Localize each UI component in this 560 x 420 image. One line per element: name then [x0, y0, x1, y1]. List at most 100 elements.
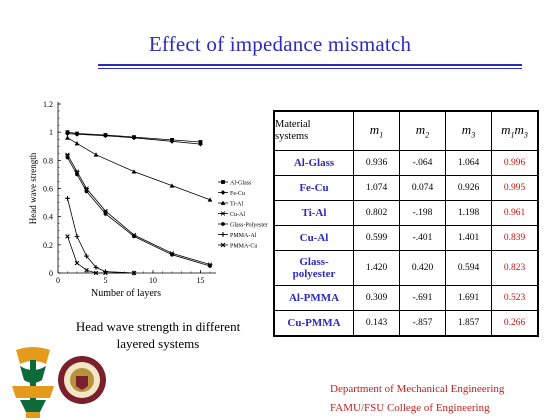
material-name: Glass-polyester [273, 250, 354, 286]
m1m3-value: 0.523 [491, 285, 539, 311]
m2-value: -.401 [399, 225, 446, 251]
legend-entry: Glass-Polyester [230, 223, 268, 229]
data-point [65, 195, 70, 201]
material-label: Fe-Cu [299, 182, 329, 194]
y-tick-label: 1.2 [43, 100, 53, 109]
table-row: Cu-Al 0.599 -.401 1.401 0.839 [273, 225, 539, 251]
material-name: Al-PMMA [273, 285, 354, 311]
header-m1-letter: m [369, 122, 380, 138]
m3-value: 0.926 [445, 175, 492, 201]
data-point [74, 233, 80, 239]
material-name: Cu-PMMA [273, 310, 354, 336]
y-tick-label: 0.4 [43, 213, 53, 222]
header-m3-letter: m [461, 122, 472, 138]
m1-value: 1.074 [353, 175, 400, 201]
legend-entry: Fe-Cu [230, 191, 245, 197]
series-line [67, 198, 135, 274]
data-point [65, 234, 70, 239]
data-point [169, 138, 175, 144]
data-point [65, 135, 70, 140]
header-m3-sub: 3 [471, 130, 476, 140]
data-point [74, 260, 80, 266]
x-tick-label: 5 [104, 276, 108, 285]
data-point [84, 253, 89, 259]
data-point [207, 197, 213, 202]
series-line [67, 154, 211, 265]
material-label: Al-PMMA [288, 292, 340, 304]
title-underline [98, 64, 522, 66]
table-row: Ti-Al 0.802 -.198 1.198 0.961 [273, 200, 539, 226]
material-label-line2: polyester [292, 268, 336, 280]
data-point [169, 183, 175, 188]
data-point [131, 270, 137, 276]
data-point [208, 264, 212, 268]
legend-entry: PMMA-Cu [230, 244, 257, 250]
m3-value: 1.064 [445, 150, 492, 176]
legend-entry: Al-Glass [230, 181, 252, 187]
y-tick-label: 0 [49, 269, 53, 278]
x-tick-label: 10 [149, 276, 157, 285]
slide-title: Effect of impedance mismatch [148, 32, 412, 56]
y-tick-label: 0.6 [43, 185, 53, 194]
footer-department: Department of Mechanical Engineering [330, 383, 505, 395]
m3-value: 1.857 [445, 310, 492, 336]
material-label: Cu-PMMA [287, 316, 341, 329]
material-label: Al-Glass [293, 157, 335, 169]
data-point [103, 133, 108, 139]
table-row: Al-PMMA 0.309 -.691 1.691 0.523 [273, 285, 539, 311]
m2-value: 0.074 [399, 175, 446, 201]
data-point [131, 169, 137, 174]
series-line [67, 137, 211, 201]
data-point [93, 264, 99, 270]
head-wave-chart: 0 0.2 0.4 0.6 0.8 1 1.2 0 5 10 15 Number of layers H… [28, 100, 268, 299]
x-tick-label: 0 [56, 276, 60, 285]
table-row: Al-Glass 0.936 -.064 1.064 0.996 [273, 150, 539, 176]
header-m1m3-sub1: 1 [510, 130, 515, 140]
header-m1m3-letter1: m [501, 122, 511, 138]
header-material-systems: Material systems [273, 110, 354, 151]
m1m3-value: 0.823 [491, 250, 539, 286]
header-m1-sub: 1 [379, 130, 384, 140]
header-m3: m3 [445, 110, 492, 151]
y-tick-label: 1 [49, 128, 53, 137]
legend-entry: PMMA-Al [230, 233, 257, 239]
caption-line-1: Head wave strength in different [75, 319, 241, 334]
chart-caption: Head wave strength in different layered … [40, 318, 276, 352]
m1m3-value: 0.266 [491, 310, 539, 336]
data-point [65, 152, 70, 157]
data-point [74, 141, 80, 146]
famu-rattler-logo [12, 347, 54, 418]
data-point [131, 135, 137, 141]
data-point [132, 234, 136, 239]
data-point [170, 252, 174, 257]
header-m1m3: m1m3 [491, 110, 539, 151]
table-row: Fe-Cu 1.074 0.074 0.926 0.995 [273, 175, 539, 201]
data-point [84, 189, 89, 194]
header-m2-sub: 2 [425, 130, 430, 140]
header-material-line2: systems [275, 131, 309, 142]
material-name: Fe-Cu [273, 175, 354, 201]
header-m1m3-sub2: 3 [523, 130, 528, 140]
data-point [198, 141, 203, 147]
m3-value: 0.594 [445, 250, 492, 286]
material-properties-table: Material systems m1 m2 m3 m1m3 Al-Glass … [273, 110, 539, 337]
data-point [220, 200, 226, 205]
m1-value: 0.143 [353, 310, 400, 336]
m3-value: 1.198 [445, 200, 492, 226]
header-m1m3-letter2: m [514, 122, 524, 138]
data-point [220, 242, 226, 248]
table-row: Cu-PMMA 0.143 -.857 1.857 0.266 [273, 310, 539, 336]
y-tick-label: 0.8 [43, 156, 53, 165]
data-point [221, 222, 225, 226]
m1m3-value: 0.995 [491, 175, 539, 201]
m2-value: -.198 [399, 200, 446, 226]
m3-value: 1.401 [445, 225, 492, 251]
caption-line-2: layered systems [116, 336, 200, 351]
m1m3-value: 0.839 [491, 225, 539, 251]
data-point [93, 270, 99, 276]
m1m3-value: 0.996 [491, 150, 539, 176]
m1-value: 0.802 [353, 200, 400, 226]
header-m1: m1 [353, 110, 400, 151]
data-point [75, 172, 79, 177]
series-line [67, 236, 134, 274]
